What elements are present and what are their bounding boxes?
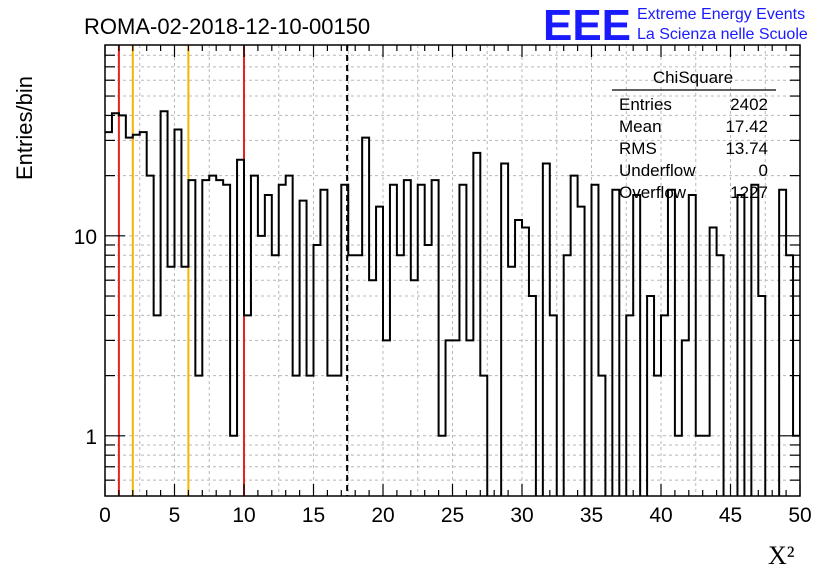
x-tick-label: 0 xyxy=(99,504,111,527)
x-tick-label: 25 xyxy=(441,504,464,527)
stats-row-label: RMS xyxy=(619,139,657,158)
stats-row-label: Mean xyxy=(619,117,662,136)
stats-row-label: Overflow xyxy=(619,183,687,202)
histogram-line xyxy=(105,110,800,496)
y-tick-label: 1 xyxy=(85,426,97,449)
stats-row-value: 1227 xyxy=(730,183,768,202)
x-tick-label: 35 xyxy=(580,504,603,527)
stats-row-value: 2402 xyxy=(730,95,768,114)
x-tick-label: 50 xyxy=(788,504,811,527)
stats-row-value: 17.42 xyxy=(725,117,768,136)
stats-row-value: 0 xyxy=(759,161,768,180)
x-axis-label: X² xyxy=(768,541,795,570)
x-tick-label: 20 xyxy=(371,504,394,527)
stats-box: ChiSquare Entries 2402 Mean 17.42 RMS 13.74 Un… xyxy=(612,68,776,202)
logo-mark: EEE xyxy=(543,1,631,50)
logo-line1: Extreme Energy Events xyxy=(637,6,805,23)
marker-lines xyxy=(117,45,349,496)
axes: 0 5 10 15 20 25 30 35 40 45 50 1 10 xyxy=(74,45,812,527)
x-tick-label: 15 xyxy=(302,504,325,527)
x-tick-label: 40 xyxy=(649,504,672,527)
stats-box-name: ChiSquare xyxy=(653,68,733,87)
chart-title: ROMA-02-2018-12-10-00150 xyxy=(84,14,370,39)
y-tick-label: 10 xyxy=(74,226,97,249)
x-tick-label: 5 xyxy=(169,504,181,527)
stats-row-value: 13.74 xyxy=(725,139,768,158)
x-tick-label: 45 xyxy=(719,504,742,527)
stats-row-label: Underflow xyxy=(619,161,696,180)
x-tick-label: 10 xyxy=(232,504,255,527)
grid-lines xyxy=(105,45,800,496)
x-tick-label: 30 xyxy=(510,504,533,527)
logo-line2: La Scienza nelle Scuole xyxy=(637,26,808,43)
y-axis-label: Entries/bin xyxy=(12,76,37,180)
eee-logo: EEE Extreme Energy Events La Scienza nel… xyxy=(543,1,808,50)
stats-row-label: Entries xyxy=(619,95,672,114)
